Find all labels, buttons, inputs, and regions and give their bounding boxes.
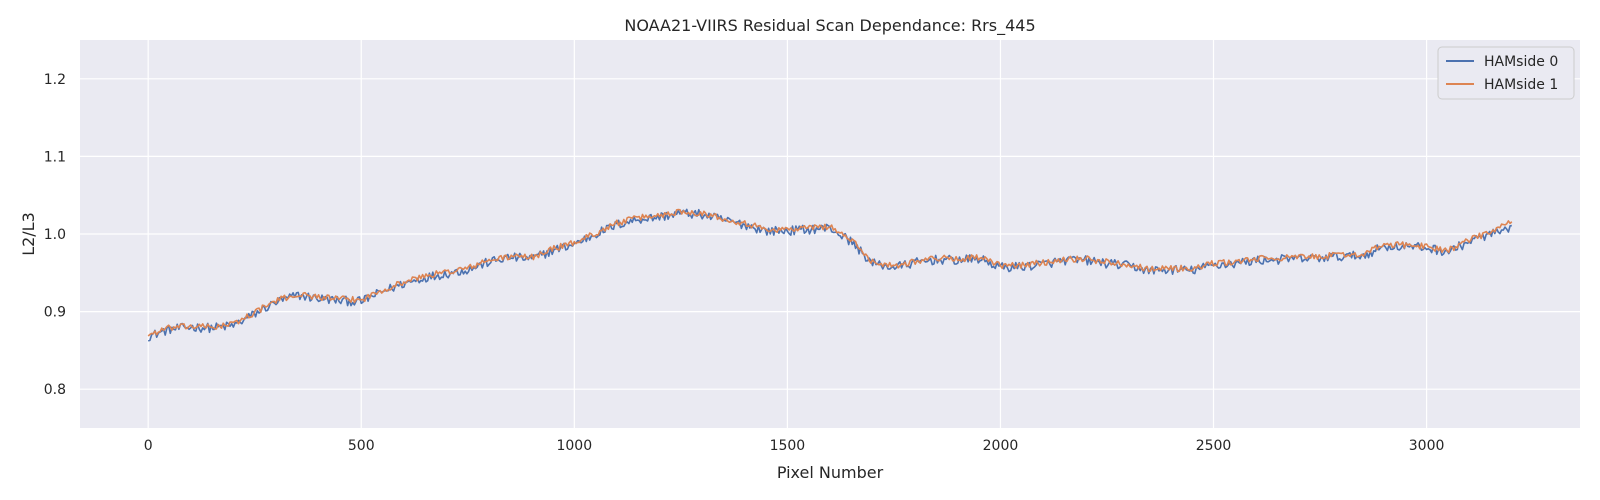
x-tick-label: 3000 [1409,438,1445,454]
x-tick-label: 2500 [1196,438,1232,454]
legend-label-hamside-0: HAMside 0 [1484,54,1558,70]
x-tick-label: 0 [144,438,153,454]
x-axis-label: Pixel Number [777,463,884,482]
y-axis-label: L2/L3 [19,212,38,256]
series-line-hamside-1 [147,208,1513,337]
x-tick-label: 2000 [983,438,1019,454]
series-lines [147,208,1513,342]
y-tick-label: 0.8 [44,382,66,398]
y-tick-label: 1.1 [44,149,66,165]
tick-labels: 0 500 1000 1500 2000 2500 3000 0.8 0.9 1.0 1.1 1.2 [44,72,1445,454]
legend-label-hamside-1: HAMside 1 [1484,77,1558,93]
grid-lines [80,40,1580,428]
y-tick-label: 1.0 [44,227,66,243]
x-tick-label: 1000 [556,438,592,454]
x-tick-label: 1500 [770,438,806,454]
chart-title: NOAA21-VIIRS Residual Scan Dependance: R… [624,16,1035,36]
legend: HAMside 0 HAMside 1 [1437,46,1575,100]
y-tick-label: 1.2 [44,72,66,88]
y-tick-label: 0.9 [44,305,66,321]
x-tick-label: 500 [348,438,375,454]
